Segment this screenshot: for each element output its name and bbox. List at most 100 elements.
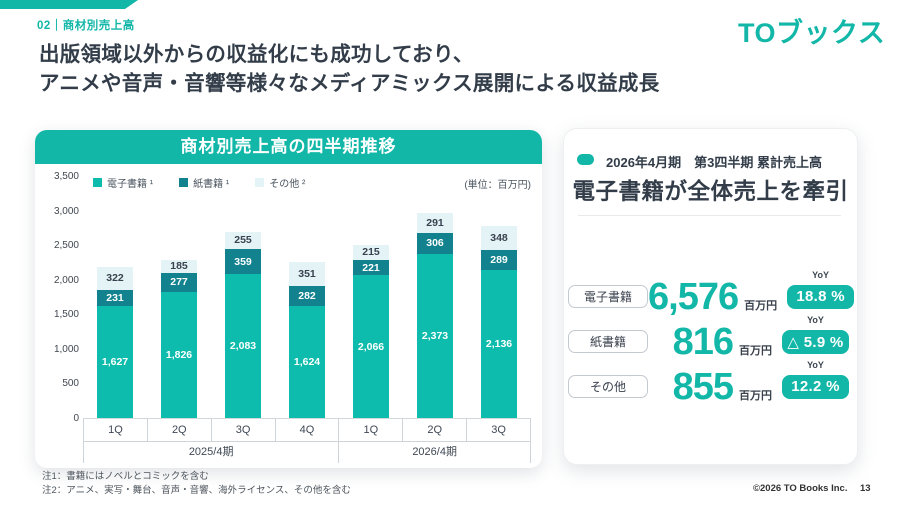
legend-label: 紙書籍 ¹ bbox=[193, 179, 230, 190]
summary-divider bbox=[578, 215, 841, 216]
stacked-bar: 2,083 359 255 bbox=[225, 231, 261, 418]
y-tick-label: 1,000 bbox=[53, 343, 79, 355]
stacked-bar: 2,136 289 348 bbox=[481, 226, 517, 418]
y-tick-label: 1,500 bbox=[53, 309, 79, 321]
bar-segment-other: 351 bbox=[289, 261, 325, 287]
bar-segment-other: 322 bbox=[97, 267, 133, 290]
bar-segment-other: 291 bbox=[417, 212, 453, 233]
y-tick-label: 0 bbox=[73, 413, 79, 424]
slide-title-line2: アニメや音声・音響等様々なメディアミックス展開による収益成長 bbox=[39, 72, 660, 95]
legend-swatch-icon bbox=[93, 178, 102, 187]
bar-segment-paper: 359 bbox=[225, 249, 261, 274]
chart-legend: 電子書籍 ¹ 紙書籍 ¹ その他 ² bbox=[93, 175, 305, 190]
bar-segment-other: 215 bbox=[353, 245, 389, 260]
category-label-box: その他 bbox=[568, 375, 648, 398]
period-label: 2026年4月期 第3四半期 累計売上高 bbox=[606, 155, 822, 170]
legend-item: 紙書籍 ¹ bbox=[179, 175, 229, 190]
chart-card: 商材別売上高の四半期推移 電子書籍 ¹ 紙書籍 ¹ その他 ² (単位：百万円) 0… bbox=[35, 130, 542, 468]
x-axis-table: 1Q 2Q 3Q 4Q 1Q 2Q 3Q 2025/4期 2026/4期 bbox=[83, 419, 532, 463]
summary-headline: 電子書籍が全体売上を牽引 bbox=[572, 179, 849, 204]
quarter-label: 4Q bbox=[274, 419, 339, 441]
x-axis-line bbox=[83, 418, 531, 419]
category-label-box: 電子書籍 bbox=[568, 285, 648, 308]
value-unit: 百万円 bbox=[739, 389, 772, 402]
quarter-label: 2Q bbox=[402, 419, 466, 441]
stacked-bar: 2,373 306 291 bbox=[417, 212, 453, 418]
copyright: ©2026 TO Books Inc. bbox=[753, 483, 848, 494]
summary-row: 電子書籍 6,576 百万円 YoY 18.8 % bbox=[564, 270, 857, 319]
plot-area: 0 500 1,000 1,500 2,000 2,500 3,000 3,500 1,627… bbox=[35, 164, 542, 424]
yoy-badge: △ 5.9 % bbox=[782, 329, 849, 354]
quarter-label: 3Q bbox=[210, 419, 275, 441]
slide-title-line1: 出版領域以外からの収益化にも成功しており、 bbox=[39, 43, 474, 66]
chart-title: 商材別売上高の四半期推移 bbox=[35, 130, 542, 164]
stacked-bar: 2,066 221 215 bbox=[353, 245, 389, 418]
quarter-row: 1Q 2Q 3Q 4Q 1Q 2Q 3Q bbox=[83, 419, 532, 442]
company-logo: TOブックス bbox=[738, 18, 886, 48]
quarter-label: 3Q bbox=[466, 419, 532, 441]
slide-title: 出版領域以外からの収益化にも成功しており、 アニメや音声・音響等様々なメディアミ… bbox=[39, 40, 660, 98]
legend-swatch-icon bbox=[255, 178, 265, 187]
bar-segment-ebook: 2,066 bbox=[353, 275, 389, 418]
y-tick-label: 500 bbox=[62, 378, 79, 390]
bar-segment-other: 348 bbox=[481, 226, 517, 251]
legend-swatch-icon bbox=[179, 178, 189, 187]
footnote-1: 注1：書籍にはノベルとコミックを含む bbox=[42, 471, 209, 482]
footnote-2: 注2：アニメ、実写・舞台、音声・音響、海外ライセンス、その他を含む bbox=[42, 485, 351, 497]
yoy-badge-wrap: YoY △ 5.9 % bbox=[782, 315, 849, 354]
y-tick-label: 3,500 bbox=[53, 171, 79, 182]
bar-segment-paper: 221 bbox=[353, 259, 389, 276]
category-value: 6,576 bbox=[648, 275, 739, 318]
bar-segment-other: 185 bbox=[161, 259, 197, 273]
stacked-bar: 1,627 231 322 bbox=[97, 267, 133, 418]
summary-row: その他 855 百万円 YoY 12.2 % bbox=[564, 360, 857, 409]
period-pill-icon bbox=[577, 154, 594, 165]
yoy-caption: YoY bbox=[812, 269, 830, 280]
bar-segment-paper: 306 bbox=[417, 232, 453, 254]
footnotes: 注1：書籍にはノベルとコミックを含む 注2：アニメ、実写・舞台、音声・音響、海外… bbox=[42, 470, 351, 499]
y-tick-label: 2,500 bbox=[53, 240, 79, 252]
period-group-label: 2025/4期 bbox=[83, 442, 338, 463]
category-value: 816 bbox=[672, 320, 734, 363]
bar-segment-paper: 289 bbox=[481, 250, 517, 271]
bar-segment-ebook: 1,627 bbox=[97, 305, 133, 418]
page-number: 13 bbox=[860, 483, 871, 494]
yoy-badge-wrap: YoY 18.8 % bbox=[787, 270, 855, 309]
legend-item: その他 ² bbox=[255, 175, 305, 190]
quarter-label: 2Q bbox=[146, 419, 211, 441]
yoy-badge: 12.2 % bbox=[782, 374, 849, 399]
bar-segment-other: 255 bbox=[225, 231, 261, 250]
summary-card: 2026年4月期 第3四半期 累計売上高 電子書籍が全体売上を牽引 電子書籍 6,… bbox=[563, 128, 858, 465]
y-tick-label: 3,000 bbox=[53, 205, 79, 217]
y-tick-label: 2,000 bbox=[53, 274, 79, 286]
legend-label: 電子書籍 ¹ bbox=[107, 179, 154, 190]
stacked-bar: 1,624 282 351 bbox=[289, 261, 325, 418]
value-unit: 百万円 bbox=[744, 299, 778, 312]
period-row: 2025/4期 2026/4期 bbox=[83, 442, 531, 463]
section-eyebrow: 02｜商材別売上高 bbox=[37, 20, 135, 32]
yoy-caption: YoY bbox=[807, 359, 824, 370]
quarter-label: 1Q bbox=[338, 419, 402, 441]
stacked-bar: 1,826 277 185 bbox=[161, 259, 197, 418]
top-accent-bar bbox=[0, 0, 138, 9]
chart-unit-label: (単位：百万円) bbox=[464, 180, 531, 191]
period-group-label: 2026/4期 bbox=[338, 442, 531, 463]
legend-label: その他 ² bbox=[269, 179, 306, 190]
bar-segment-ebook: 2,136 bbox=[481, 270, 517, 418]
legend-item: 電子書籍 ¹ bbox=[93, 175, 153, 190]
summary-row: 紙書籍 816 百万円 YoY △ 5.9 % bbox=[564, 315, 857, 364]
summary-rows: 電子書籍 6,576 百万円 YoY 18.8 % 紙書籍 816 百万円 YoY △ 5.9 %… bbox=[564, 270, 857, 409]
bar-segment-ebook: 1,826 bbox=[161, 291, 197, 418]
bar-segment-paper: 277 bbox=[161, 272, 197, 292]
category-label-box: 紙書籍 bbox=[568, 330, 648, 353]
bar-segment-paper: 231 bbox=[97, 289, 133, 306]
quarter-label: 1Q bbox=[83, 419, 147, 441]
bar-segment-ebook: 2,373 bbox=[417, 253, 453, 418]
category-value: 855 bbox=[672, 365, 734, 408]
yoy-badge: 18.8 % bbox=[787, 284, 855, 309]
value-unit: 百万円 bbox=[739, 344, 772, 357]
yoy-badge-wrap: YoY 12.2 % bbox=[782, 360, 849, 399]
bar-segment-ebook: 1,624 bbox=[289, 305, 325, 418]
bar-segment-paper: 282 bbox=[289, 286, 325, 306]
